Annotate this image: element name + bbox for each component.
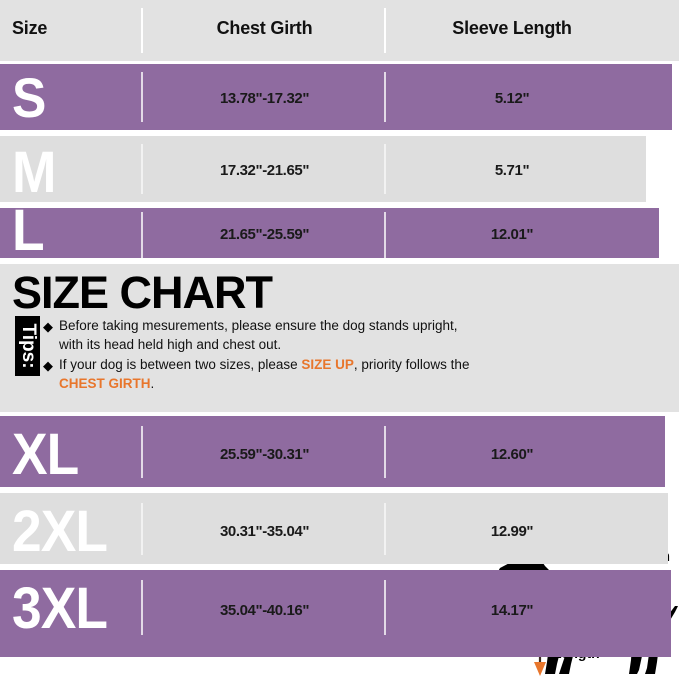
table-row: 2XL 30.31"-35.04" 12.99" (0, 493, 668, 564)
table-row: M 17.32"-21.65" 5.71" (0, 136, 646, 202)
column-header-sleeve-length: Sleeve Length (452, 18, 572, 38)
row-divider-1 (141, 72, 143, 122)
sleeve-length-value: 12.01" (490, 226, 534, 243)
diamond-bullet-icon: ◆ (43, 358, 53, 373)
row-divider-2 (384, 426, 386, 478)
size-label: M (12, 140, 56, 205)
tip-text-pre: If your dog is between two sizes, please (59, 357, 302, 372)
chest-girth-value: 25.59"-30.31" (219, 446, 310, 463)
header-divider-2 (384, 8, 386, 53)
tip-text-mid: , priority follows the (353, 357, 470, 372)
diamond-bullet-icon: ◆ (43, 319, 53, 334)
tip-text: If your dog is between two sizes, please… (43, 356, 473, 393)
table-row: 3XL 35.04"-40.16" 14.17" (0, 570, 671, 657)
sleeve-length-value: 12.60" (490, 446, 534, 463)
row-divider-1 (141, 503, 143, 555)
table-header-row: Size Chest Girth Sleeve Length (0, 0, 679, 61)
header-divider-1 (141, 8, 143, 53)
size-label: 3XL (12, 576, 108, 641)
table-row: S 13.78"-17.32" 5.12" (0, 64, 672, 130)
row-divider-1 (141, 426, 143, 478)
size-label: XL (12, 422, 79, 487)
table-row: XL 25.59"-30.31" 12.60" (0, 416, 665, 487)
row-divider-1 (141, 580, 143, 635)
tip-text-post: . (150, 375, 155, 391)
table-row: L 21.65"-25.59" 12.01" (0, 202, 659, 260)
row-divider-2 (384, 72, 386, 122)
chest-girth-value: 35.04"-40.16" (219, 602, 310, 619)
column-header-chest-girth: Chest Girth (216, 18, 313, 38)
page-title: SIZE CHART (12, 267, 273, 318)
chest-girth-value: 17.32"-21.65" (219, 162, 310, 179)
row-divider-1 (141, 212, 143, 258)
tip-highlight-size-up: SIZE UP (301, 357, 354, 372)
size-label: 2XL (12, 499, 108, 564)
row-divider-2 (384, 212, 386, 258)
size-label: S (12, 66, 46, 129)
tip-text: Before taking mesurements, please ensure… (59, 318, 458, 352)
tips-panel: SIZE CHART Tips: ◆ Before taking mesurem… (0, 264, 679, 676)
column-header-size: Size (12, 18, 48, 38)
sleeve-length-value: 5.12" (494, 90, 530, 107)
chest-girth-value: 30.31"-35.04" (219, 523, 310, 540)
row-divider-2 (384, 503, 386, 555)
tips-badge-label: Tips: (17, 323, 39, 369)
sleeve-length-value: 5.71" (494, 162, 530, 179)
tip-item: ◆ Before taking mesurements, please ensu… (43, 317, 473, 354)
sleeve-length-value: 12.99" (490, 523, 534, 540)
size-label: L (12, 198, 45, 263)
tips-badge: Tips: (15, 316, 40, 376)
row-divider-2 (384, 144, 386, 194)
chest-girth-value: 13.78"-17.32" (219, 90, 310, 107)
chest-girth-value: 21.65"-25.59" (219, 226, 310, 243)
row-divider-1 (141, 144, 143, 194)
tip-highlight-chest-girth: CHEST GIRTH (59, 375, 151, 391)
row-divider-2 (384, 580, 386, 635)
tip-item: ◆ If your dog is between two sizes, plea… (43, 356, 473, 393)
sleeve-length-value: 14.17" (490, 602, 534, 619)
